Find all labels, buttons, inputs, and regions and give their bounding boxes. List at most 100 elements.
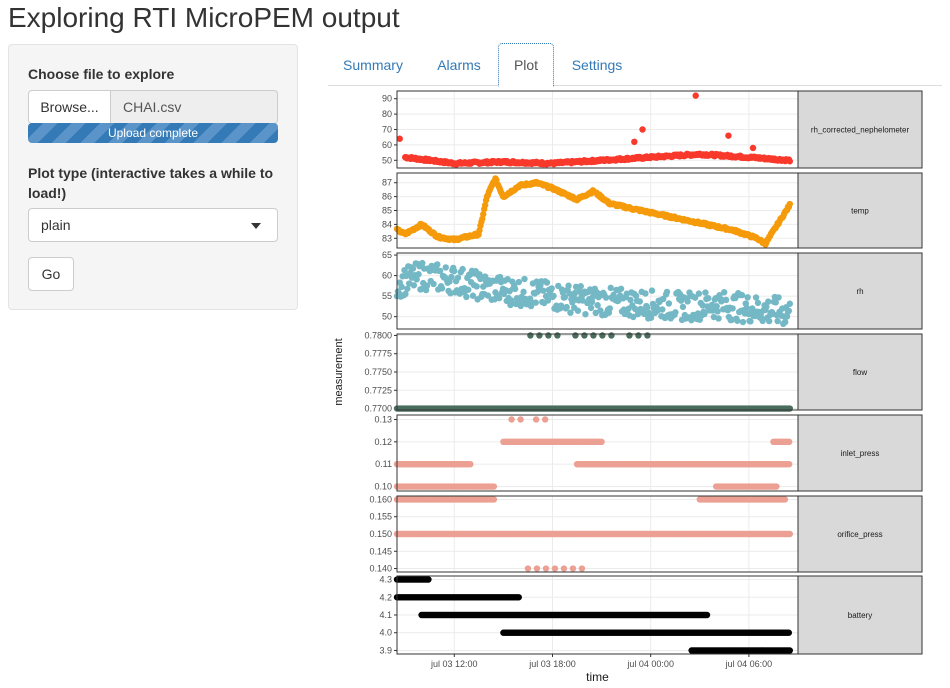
- file-input-label: Choose file to explore: [28, 66, 175, 82]
- plot-type-select[interactable]: plain: [28, 208, 278, 242]
- y-tick-label: 85: [382, 206, 392, 216]
- data-point: [484, 292, 492, 299]
- data-point: [632, 292, 640, 299]
- data-point: [524, 565, 532, 572]
- plot-area: 50 60 70 80 90 rh_corrected_nephelometer 83 84 8…: [328, 86, 942, 688]
- browse-button[interactable]: Browse...: [28, 90, 111, 124]
- data-point: [473, 283, 480, 290]
- file-name-field[interactable]: CHAI.csv: [111, 90, 278, 124]
- data-point: [480, 211, 487, 218]
- data-point: [785, 460, 793, 468]
- facet-strip-label: battery: [848, 611, 872, 620]
- y-tick-label: 4.0: [379, 628, 392, 638]
- y-tick-label: 0.155: [369, 512, 392, 522]
- y-tick-label: 0.7800: [364, 330, 392, 340]
- tab-alarms[interactable]: Alarms: [437, 56, 481, 73]
- data-point: [754, 299, 762, 307]
- data-point: [532, 299, 539, 306]
- data-point: [659, 306, 666, 313]
- upload-progress-bar: Upload complete: [28, 123, 278, 143]
- y-tick-label: 4.2: [379, 592, 392, 602]
- go-button[interactable]: Go: [28, 257, 74, 291]
- data-point: [715, 315, 722, 322]
- data-point: [551, 565, 559, 572]
- y-tick-label: 3.9: [379, 645, 392, 655]
- series-points-orifice_press: [393, 496, 794, 572]
- data-point: [543, 279, 551, 286]
- facet-strip-label: rh: [856, 287, 863, 296]
- data-point: [398, 283, 405, 291]
- data-point: [560, 565, 568, 572]
- data-point: [527, 332, 534, 339]
- y-tick-label: 50: [382, 312, 392, 322]
- data-point: [747, 318, 754, 325]
- facet-strip: [797, 333, 923, 411]
- data-point: [772, 299, 779, 306]
- tab-settings[interactable]: Settings: [571, 56, 623, 73]
- data-point: [569, 565, 577, 572]
- outlier-point: [396, 135, 403, 142]
- page-title: Exploring RTI MicroPEM output: [8, 2, 400, 33]
- x-tick-label: jul 04 06:00: [725, 659, 773, 669]
- y-tick-label: 83: [382, 233, 392, 243]
- data-point: [542, 565, 550, 572]
- data-point: [590, 332, 597, 339]
- y-tick-label: 0.10: [374, 482, 392, 492]
- data-point: [532, 416, 540, 423]
- series-points-rh: [393, 259, 794, 328]
- y-tick-label: 4.3: [379, 575, 392, 585]
- series-points-rh_corrected_nephelometer: [396, 92, 794, 168]
- data-point: [454, 274, 462, 281]
- y-tick-label: 70: [382, 125, 392, 135]
- data-point: [722, 296, 730, 304]
- data-point: [644, 332, 651, 339]
- y-tick-label: 0.7775: [364, 349, 392, 359]
- data-point: [734, 317, 741, 324]
- data-point: [786, 158, 794, 165]
- tab-summary[interactable]: Summary: [343, 56, 403, 73]
- data-point: [434, 261, 441, 268]
- data-point: [554, 332, 561, 339]
- y-tick-label: 60: [382, 271, 392, 281]
- data-point: [663, 288, 671, 296]
- facet-strip-label: flow: [853, 368, 867, 377]
- y-tick-label: 0.7750: [364, 367, 392, 377]
- outlier-point: [631, 138, 638, 146]
- data-point: [594, 302, 601, 309]
- facet-panel-inlet_press: 0.10 0.11 0.12 0.13 inlet_press: [374, 414, 923, 492]
- data-point: [752, 294, 760, 301]
- facet-panel-rh: 50 55 60 65 rh: [382, 250, 923, 330]
- tab-plot[interactable]: Plot: [498, 43, 554, 87]
- y-tick-label: 0.150: [369, 529, 392, 539]
- data-point: [785, 629, 793, 636]
- data-point: [469, 292, 477, 299]
- data-point: [665, 300, 673, 307]
- data-point: [684, 298, 691, 305]
- data-point: [574, 307, 582, 314]
- data-point: [557, 302, 565, 309]
- data-point: [617, 285, 625, 292]
- data-point: [644, 304, 651, 311]
- outlier-point: [692, 92, 699, 99]
- data-point: [544, 297, 552, 304]
- upload-status-text: Upload complete: [107, 126, 199, 140]
- data-point: [563, 303, 570, 311]
- data-point: [504, 275, 511, 283]
- data-point: [691, 294, 699, 301]
- data-point: [517, 416, 524, 423]
- data-point: [729, 305, 736, 312]
- y-tick-label: 80: [382, 109, 392, 119]
- data-point: [739, 318, 747, 326]
- data-point: [540, 287, 547, 294]
- data-point: [648, 287, 656, 294]
- data-point: [467, 460, 474, 468]
- y-tick-label: 90: [382, 94, 392, 104]
- y-tick-label: 0.7725: [364, 385, 392, 395]
- data-point: [430, 280, 437, 288]
- y-tick-label: 0.145: [369, 546, 392, 556]
- series-points-temp: [393, 175, 794, 248]
- faceted-scatter-chart: 5060708090rh_corrected_nephelometer83848…: [333, 90, 923, 684]
- data-point: [413, 276, 420, 283]
- file-input: Browse... CHAI.csv: [28, 90, 278, 124]
- data-point: [647, 314, 655, 321]
